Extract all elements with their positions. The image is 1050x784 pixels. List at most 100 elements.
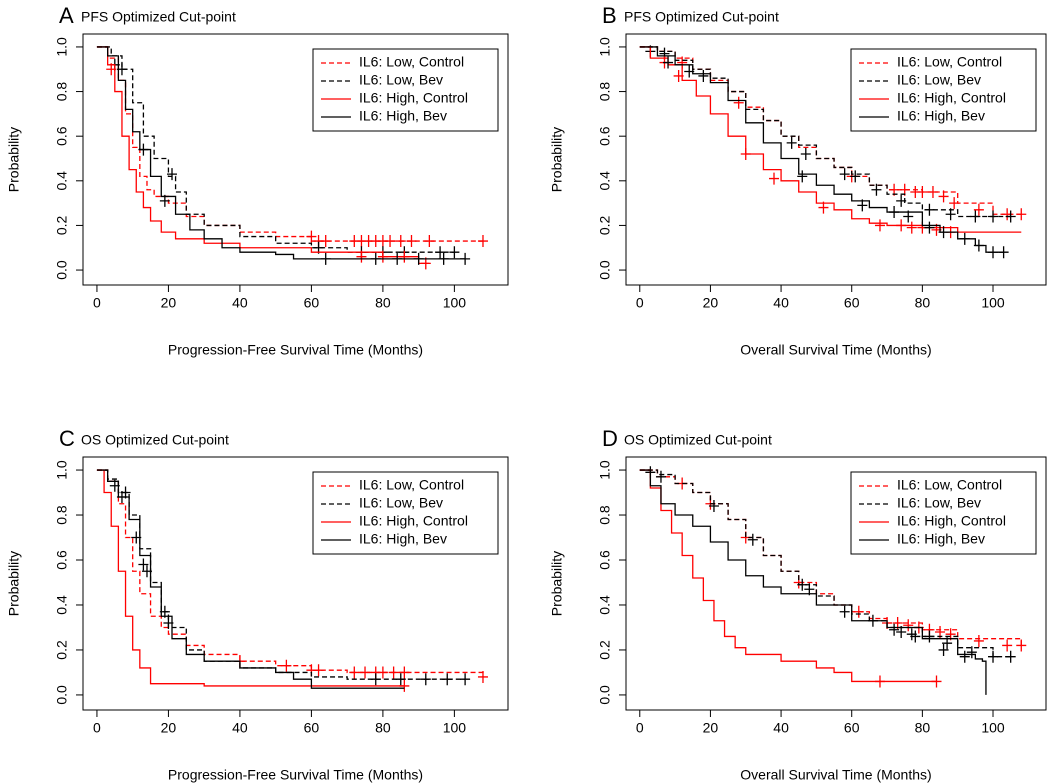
- censor-mark: [370, 252, 381, 265]
- censor-mark: [349, 666, 360, 679]
- y-tick-label: 0.2: [597, 215, 613, 235]
- survival-curve: [639, 469, 987, 695]
- censor-mark: [420, 673, 431, 686]
- panel-title: PFS Optimized Cut-point: [624, 9, 779, 25]
- censor-mark: [116, 491, 127, 504]
- censor-mark: [356, 250, 367, 263]
- censor-mark: [945, 208, 956, 221]
- panel: B PFS Optimized Cut-point 0 20 40 60 80 100 0.0 0…: [549, 3, 1047, 358]
- y-tick-label: 1.0: [54, 460, 70, 480]
- censor-mark: [385, 235, 396, 248]
- survival-curve: [96, 469, 405, 687]
- censor-mark: [903, 619, 914, 632]
- panel: A PFS Optimized Cut-point 0 20 40 60 80 100 0.0 0…: [6, 3, 509, 358]
- x-tick-label: 20: [161, 720, 177, 736]
- legend-label: IL6: High, Bev: [897, 531, 985, 547]
- y-tick-label: 0.2: [597, 640, 613, 660]
- censor-mark: [1002, 639, 1013, 652]
- censor-mark: [988, 210, 999, 223]
- censor-mark: [442, 673, 453, 686]
- censor-mark: [360, 666, 371, 679]
- censor-mark: [167, 168, 178, 181]
- x-tick-label: 100: [443, 720, 467, 736]
- x-tick-label: 80: [915, 295, 931, 311]
- censor-mark: [377, 250, 388, 263]
- censor-mark: [370, 673, 381, 686]
- censor-mark: [320, 252, 331, 265]
- censor-mark: [889, 623, 900, 636]
- censor-mark: [106, 63, 117, 76]
- censor-mark: [917, 185, 928, 198]
- censor-mark: [399, 666, 410, 679]
- censor-mark: [924, 203, 935, 216]
- y-axis-label: Probability: [6, 127, 22, 192]
- x-tick-label: 20: [161, 295, 177, 311]
- legend-label: IL6: Low, Bev: [359, 495, 443, 511]
- legend-label: IL6: Low, Control: [359, 54, 464, 70]
- x-axis-label: Overall Survival Time (Months): [740, 767, 931, 783]
- y-tick-label: 0.8: [597, 505, 613, 525]
- censor-mark: [839, 605, 850, 618]
- censor-mark: [903, 210, 914, 223]
- y-tick-label: 0.0: [597, 685, 613, 705]
- legend-label: IL6: High, Bev: [359, 531, 447, 547]
- legend-label: IL6: High, Control: [359, 90, 468, 106]
- legend-label: IL6: Low, Bev: [359, 72, 443, 88]
- survival-curve: [96, 46, 455, 253]
- censor-mark: [1005, 210, 1016, 223]
- censor-mark: [874, 219, 885, 232]
- censor-mark: [896, 219, 907, 232]
- censor-mark: [163, 616, 174, 629]
- censor-mark: [138, 558, 149, 571]
- censor-mark: [740, 148, 751, 161]
- censor-mark: [477, 235, 488, 248]
- x-tick-label: 40: [232, 295, 248, 311]
- legend-label: IL6: Low, Control: [897, 477, 1002, 493]
- legend-label: IL6: High, Control: [897, 90, 1006, 106]
- panel-label: D: [602, 426, 618, 451]
- panel-label: B: [602, 3, 617, 28]
- y-tick-label: 0.6: [54, 126, 70, 146]
- y-tick-label: 0.6: [597, 550, 613, 570]
- censor-mark: [1016, 639, 1027, 652]
- censor-mark: [959, 650, 970, 663]
- censor-mark: [949, 197, 960, 210]
- censor-mark: [1016, 208, 1027, 221]
- censor-mark: [306, 230, 317, 243]
- legend-label: IL6: Low, Control: [897, 54, 1002, 70]
- panel: D OS Optimized Cut-point 0 20 40 60 80 100 0.0 0.…: [549, 426, 1047, 783]
- panel-title: OS Optimized Cut-point: [624, 432, 772, 448]
- y-tick-label: 0.8: [54, 82, 70, 102]
- x-axis-label: Progression-Free Survival Time (Months): [168, 767, 423, 783]
- censor-mark: [889, 206, 900, 219]
- x-tick-label: 40: [232, 720, 248, 736]
- censor-mark: [159, 194, 170, 207]
- x-tick-label: 100: [981, 295, 1005, 311]
- censor-mark: [406, 235, 417, 248]
- legend-label: IL6: High, Bev: [359, 108, 447, 124]
- censor-mark: [449, 246, 460, 259]
- x-tick-label: 80: [375, 295, 391, 311]
- censor-mark: [477, 670, 488, 683]
- survival-curve: [639, 469, 937, 683]
- y-axis-label: Probability: [6, 551, 22, 616]
- censor-mark: [910, 630, 921, 643]
- censor-mark: [413, 252, 424, 265]
- censor-mark: [377, 666, 388, 679]
- x-tick-label: 100: [443, 295, 467, 311]
- x-tick-label: 20: [703, 720, 719, 736]
- y-tick-label: 0.2: [54, 640, 70, 660]
- y-tick-label: 0.2: [54, 215, 70, 235]
- censor-mark: [973, 239, 984, 252]
- censor-mark: [800, 148, 811, 161]
- censor-mark: [388, 666, 399, 679]
- x-tick-label: 0: [636, 295, 644, 311]
- censor-mark: [998, 246, 1009, 259]
- censor-mark: [818, 201, 829, 214]
- survival-curve: [96, 46, 430, 265]
- censor-mark: [399, 679, 410, 692]
- x-tick-label: 40: [773, 720, 789, 736]
- y-tick-label: 1.0: [597, 37, 613, 57]
- censor-mark: [684, 65, 695, 78]
